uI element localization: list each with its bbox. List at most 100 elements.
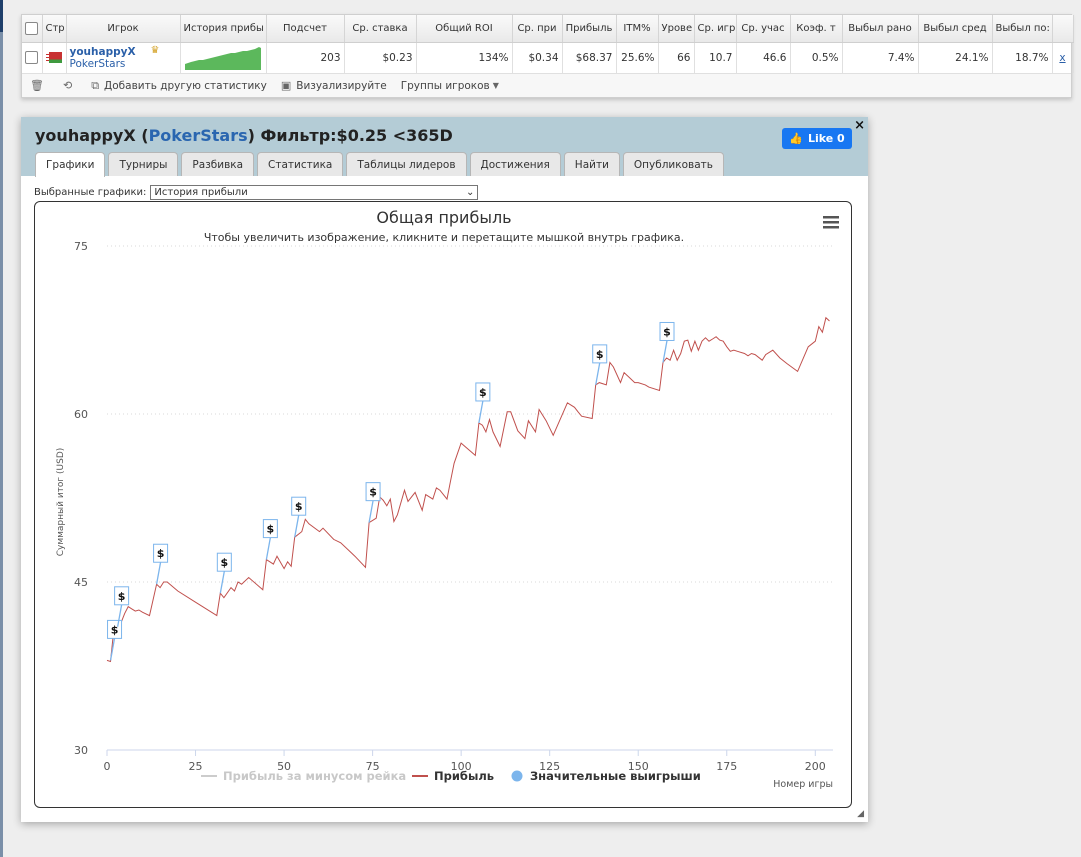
close-icon[interactable]: × [854,118,865,133]
player-groups-label: Группы игроков [400,79,490,92]
big-win-marker-stem [368,500,374,523]
visualize-label: Визуализируйте [296,79,387,92]
copy-icon: ⧉ [91,78,100,92]
big-win-marker-stem [294,515,300,538]
legend-bigwin-swatch [511,770,523,782]
player-cell: youhappyX PokerStars ♛ [66,42,181,73]
belarus-flag-icon [46,52,62,64]
add-stats-label: Добавить другую статистику [104,79,267,92]
title-network-link[interactable]: PokerStars [148,126,248,145]
x-tick-label: 125 [539,760,560,773]
chart-menu-icon[interactable] [823,216,839,229]
column-header-rank[interactable]: Стр [42,15,67,43]
mid-out-cell: 24.1% [918,42,993,73]
column-header-count[interactable]: Подсчет [266,15,345,43]
y-tick-label: 30 [74,744,88,757]
big-win-marker-flag [262,519,278,539]
big-win-marker-stem [265,537,272,560]
title-player: youhappyX [35,126,136,145]
player-chart-popup: youhappyX (PokerStars) Фильтр:$0.25 <365… [21,117,868,822]
big-win-marker-label: $ [295,500,303,513]
select-all-header[interactable] [22,15,43,43]
tab-find[interactable]: Найти [563,152,620,176]
visualize-button[interactable]: ▣ Визуализируйте [281,79,387,92]
column-header-profit[interactable]: Прибыль [562,15,617,43]
player-groups-dropdown[interactable]: Группы игроков ▼ [401,80,499,92]
tab-statistics[interactable]: Статистика [257,152,344,176]
column-header-roi[interactable]: Общий ROI [416,15,513,43]
big-win-marker-flag [659,321,675,341]
count-cell: 203 [266,42,345,73]
profit-chart[interactable]: Общая прибыль Чтобы увеличить изображение… [35,202,852,808]
chart-container[interactable]: Общая прибыль Чтобы увеличить изображение… [34,201,852,808]
chart-title: Общая прибыль [376,208,511,227]
tab-achievements[interactable]: Достижения [469,152,561,176]
profit-sparkline[interactable] [185,46,261,70]
big-win-marker-label: $ [663,325,671,338]
avg-stake-cell: $0.23 [344,42,417,73]
column-header-coef[interactable]: Коэф. т [790,15,843,43]
column-header-player[interactable]: Игрок [66,15,181,43]
table-row: youhappyX PokerStars ♛ 203 $0.23 134% $0… [22,42,1074,73]
player-network-link[interactable]: PokerStars [69,57,126,70]
column-header-profit-history[interactable]: История прибы [180,15,267,43]
x-tick-label: 50 [277,760,291,773]
big-win-marker-label: $ [267,523,275,536]
facebook-like-button[interactable]: 👍 Like 0 [782,128,852,149]
chevron-down-icon: ⌄ [466,187,475,198]
x-tick-label: 175 [716,760,737,773]
x-axis-title: Номер игры [773,779,833,790]
chart-select[interactable]: История прибыли ⌄ [150,185,479,200]
row-select-cell[interactable] [22,42,43,73]
chart-select-row: Выбранные графики: История прибыли ⌄ [34,185,479,200]
big-win-marker-flag [216,552,232,572]
column-header-level[interactable]: Урове [658,15,695,43]
tab-leaderboards[interactable]: Таблицы лидеров [346,152,467,176]
late-out-cell: 18.7% [992,42,1053,73]
big-win-marker-label: $ [157,547,165,560]
tab-breakdown[interactable]: Разбивка [181,152,255,176]
column-header-avg-profit[interactable]: Ср. при [512,15,563,43]
column-header-itm[interactable]: ITM% [616,15,659,43]
chevron-down-icon: ▼ [492,81,499,90]
refresh-button[interactable]: ⟲ [63,79,77,92]
image-icon: ▣ [280,79,292,92]
page-left-border [0,0,3,857]
column-header-early-out[interactable]: Выбыл рано [842,15,919,43]
column-header-mid-out[interactable]: Выбыл сред [918,15,993,43]
tab-tournaments[interactable]: Турниры [108,152,179,176]
player-name-link[interactable]: youhappyX [69,45,136,58]
add-stats-button[interactable]: ⧉ Добавить другую статистику [91,79,267,93]
column-header-avg-participants[interactable]: Ср. учас [736,15,791,43]
award-icon: ♛ [150,44,160,56]
big-win-marker-stem [478,400,484,424]
remove-row-link[interactable]: x [1052,42,1074,73]
y-tick-label: 45 [74,576,88,589]
big-win-marker-stem [219,571,225,594]
rank-cell [42,42,67,73]
big-win-marker-label: $ [111,623,119,636]
column-header-extra [1052,15,1074,43]
itm-cell: 25.6% [616,42,659,73]
column-header-avg-stake[interactable]: Ср. ставка [344,15,417,43]
player-stats-panel: Стр Игрок История прибы Подсчет Ср. став… [21,14,1074,98]
big-win-marker-stem [662,340,668,363]
column-header-late-out[interactable]: Выбыл по: [992,15,1053,43]
delete-button[interactable]: 🗑 [30,79,49,92]
resize-handle-icon[interactable]: ◢ [857,809,864,819]
x-tick-label: 0 [104,760,111,773]
profit-history-cell[interactable] [180,42,267,73]
legend-bigwin-label: Значительные выигрыши [530,769,701,783]
select-all-checkbox[interactable] [25,21,39,35]
row-checkbox[interactable] [25,51,39,65]
popup-header: youhappyX (PokerStars) Фильтр:$0.25 <365… [21,117,868,177]
profit-series-line [106,316,830,663]
tab-charts[interactable]: Графики [35,152,106,177]
column-header-avg-game[interactable]: Ср. игр [694,15,737,43]
avg-participants-cell: 46.6 [736,42,791,73]
big-win-marker-label: $ [220,556,228,569]
tab-publish[interactable]: Опубликовать [622,152,724,176]
title-open-paren: ( [141,126,149,145]
big-win-marker-flag [153,543,169,563]
big-win-marker-flag [592,344,608,364]
